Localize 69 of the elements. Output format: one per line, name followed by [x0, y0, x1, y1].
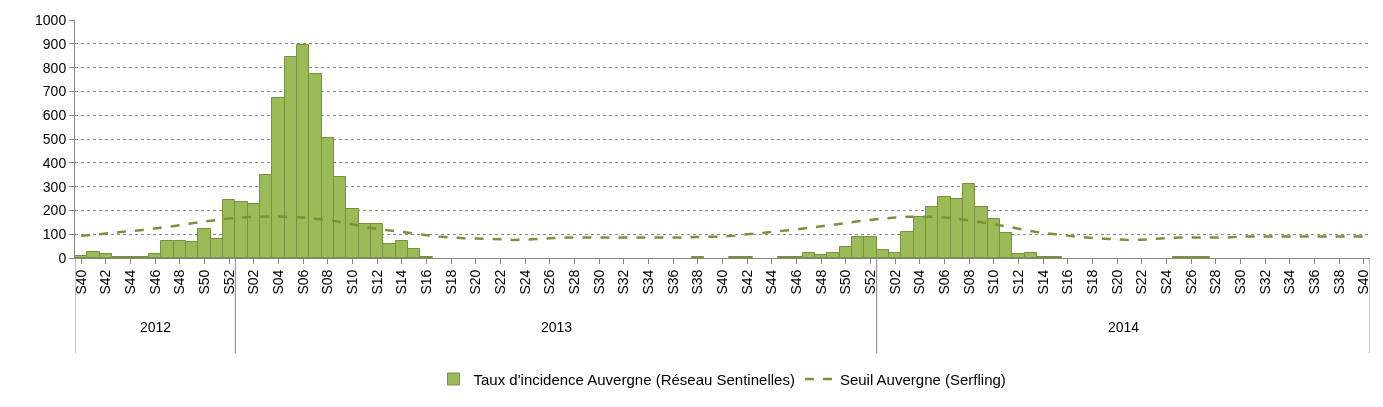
x-tick-label: S40: [72, 269, 89, 295]
x-tick-label: S44: [763, 269, 780, 295]
x-tick-label: S02: [245, 269, 262, 295]
x-tick-label: S52: [220, 269, 237, 295]
text: 2014: [1108, 319, 1140, 335]
x-tick-label: S04: [911, 269, 928, 295]
x-tick-label: S22: [492, 269, 509, 295]
x-tick-label: S28: [1207, 269, 1224, 295]
x-tick-label: S34: [1281, 269, 1298, 295]
x-tick-label: S46: [146, 269, 163, 295]
text: 2013: [541, 319, 573, 335]
text: 2012: [140, 319, 172, 335]
x-tick-label: S20: [1108, 269, 1125, 295]
x-tick-label: S12: [368, 269, 385, 295]
x-tick-label: S06: [294, 269, 311, 295]
x-tick-label: S12: [1010, 269, 1027, 295]
x-tick-label: S50: [196, 269, 213, 295]
x-tick-label: S02: [886, 269, 903, 295]
x-tick-label: S08: [960, 269, 977, 295]
x-tick-label: S08: [319, 269, 336, 295]
y-tick-label: 500: [42, 130, 67, 147]
x-tick-label: S48: [171, 269, 188, 295]
x-tick-label: S16: [1059, 269, 1076, 295]
x-tick-label: S36: [664, 269, 681, 295]
x-tick-label: S44: [122, 269, 139, 295]
x-tick-label: S40: [1355, 269, 1372, 295]
x-tick-label: S38: [1330, 269, 1347, 295]
x-tick-label: S06: [936, 269, 953, 295]
y-tick-label: 900: [42, 35, 67, 52]
x-tick-label: S26: [541, 269, 558, 295]
x-tick-label: S50: [837, 269, 854, 295]
legend-label: Taux d'incidence Auvergne (Réseau Sentinelles): [473, 370, 795, 388]
x-tick-label: S24: [516, 269, 533, 295]
x-tick-label: S52: [862, 269, 879, 295]
y-tick-label: 100: [42, 226, 67, 243]
y-tick-label: 700: [42, 83, 67, 100]
x-tick-label: S18: [442, 269, 459, 295]
x-tick-label: S42: [738, 269, 755, 295]
x-tick-label: S46: [788, 269, 805, 295]
y-tick-label: 200: [42, 202, 67, 219]
x-tick-label: S40: [714, 269, 731, 295]
x-tick-label: S14: [1034, 269, 1051, 295]
x-tick-label: S28: [566, 269, 583, 295]
x-tick-label: S30: [590, 269, 607, 295]
y-tick-label: 0: [58, 249, 67, 266]
x-tick-label: S22: [1133, 269, 1150, 295]
x-tick-label: S16: [418, 269, 435, 295]
x-tick-label: S34: [640, 269, 657, 295]
x-tick-label: S48: [812, 269, 829, 295]
x-tick-label: S38: [689, 269, 706, 295]
y-tick-label: 1000: [35, 11, 67, 28]
y-tick-label: 400: [42, 154, 67, 171]
x-tick-label: S42: [97, 269, 114, 295]
x-tick-label: S30: [1232, 269, 1249, 295]
x-tick-label: S36: [1306, 269, 1323, 295]
y-tick-label: 300: [42, 178, 67, 195]
legend-label: Seuil Auvergne (Serfling): [839, 370, 1006, 388]
y-tick-label: 800: [42, 59, 67, 76]
y-tick-label: 600: [42, 107, 67, 124]
x-tick-label: S20: [467, 269, 484, 295]
x-tick-label: S24: [1158, 269, 1175, 295]
x-tick-label: S14: [393, 269, 410, 295]
x-tick-label: S10: [985, 269, 1002, 295]
x-tick-label: S10: [344, 269, 361, 295]
x-tick-label: S26: [1182, 269, 1199, 295]
x-tick-label: S32: [1256, 269, 1273, 295]
x-tick-label: S04: [270, 269, 287, 295]
x-tick-label: S32: [615, 269, 632, 295]
x-tick-label: S18: [1084, 269, 1101, 295]
